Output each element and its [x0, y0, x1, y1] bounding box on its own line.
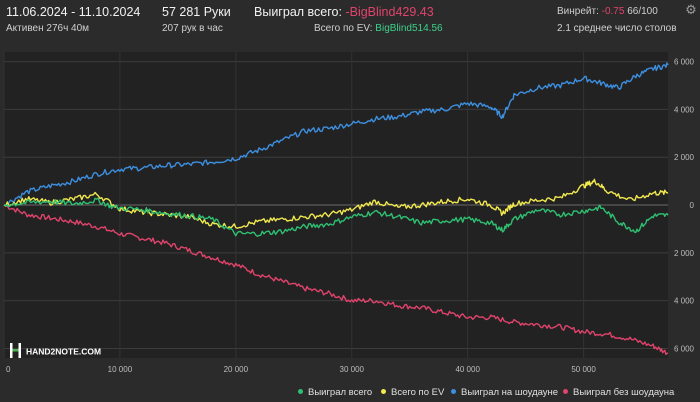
date-range: 11.06.2024 - 11.10.2024 — [6, 5, 141, 19]
x-tick-label: 40 000 — [455, 365, 480, 374]
legend-item-showdown[interactable]: Выиграл на шоудауне — [451, 387, 558, 398]
legend-dot — [298, 388, 303, 394]
x-tick-label: 0 — [6, 365, 11, 374]
winrate: Винрейт: -0.75 66/100 — [557, 6, 658, 17]
legend-dot — [381, 388, 386, 394]
legend-label: Выиграл без шоудауна — [573, 387, 675, 398]
y-tick-label: 6 000 — [674, 344, 695, 353]
series-line — [3, 62, 669, 207]
series-line — [3, 197, 669, 237]
legend-item-won-total[interactable]: Выиграл всего — [298, 387, 372, 398]
won-total-value: -BigBlind429.43 — [345, 5, 434, 19]
y-tick-label: 6 000 — [674, 58, 695, 67]
x-tick-label: 10 000 — [108, 365, 133, 374]
winrate-unit: 66/100 — [627, 6, 658, 17]
y-tick-label: 0 — [690, 201, 695, 210]
legend-label: Выиграл на шоудауне — [461, 387, 559, 398]
x-tick-label: 50 000 — [571, 365, 596, 374]
active-time: Активен 276ч 40м — [6, 23, 90, 34]
series-line — [3, 204, 668, 356]
avg-tables: 2.1 среднее число столов — [557, 23, 677, 34]
legend-dot — [451, 388, 456, 394]
legend-label: Всего по EV — [391, 387, 445, 398]
y-tick-label: 2 000 — [674, 153, 695, 162]
y-tick-label: 4 000 — [674, 105, 695, 114]
winrate-value: -0.75 — [601, 6, 625, 17]
x-tick-label: 20 000 — [224, 365, 249, 374]
hands-count: 57 281 Руки — [162, 5, 231, 19]
ev-total-value: BigBlind514.56 — [375, 23, 443, 34]
hands-per-hour: 207 рук в час — [162, 23, 223, 34]
hand2note-logo: HAND2NOTE.COM — [10, 343, 110, 359]
ev-total-label: Всего по EV: — [314, 23, 373, 34]
won-total-label: Выиграл всего: — [254, 5, 342, 19]
logo-text: HAND2NOTE.COM — [26, 347, 101, 357]
legend-item-non-showdown[interactable]: Выиграл без шоудауна — [563, 387, 674, 398]
legend-label: Выиграл всего — [308, 387, 373, 398]
gear-icon[interactable]: ⚙ — [685, 2, 697, 17]
profit-chart: 6 000 4 000 2 000 0 2 000 4 000 6 000 0 10 000 20… — [3, 52, 695, 374]
won-total: Выиграл всего: -BigBlind429.43 — [254, 5, 434, 19]
winrate-label: Винрейт: — [557, 6, 599, 17]
legend-item-ev-total[interactable]: Всего по EV — [381, 387, 444, 398]
y-tick-label: 2 000 — [674, 249, 695, 258]
x-tick-label: 30 000 — [340, 365, 365, 374]
y-tick-label: 4 000 — [674, 297, 695, 306]
legend-dot — [563, 388, 568, 394]
ev-total: Всего по EV: BigBlind514.56 — [314, 23, 443, 34]
